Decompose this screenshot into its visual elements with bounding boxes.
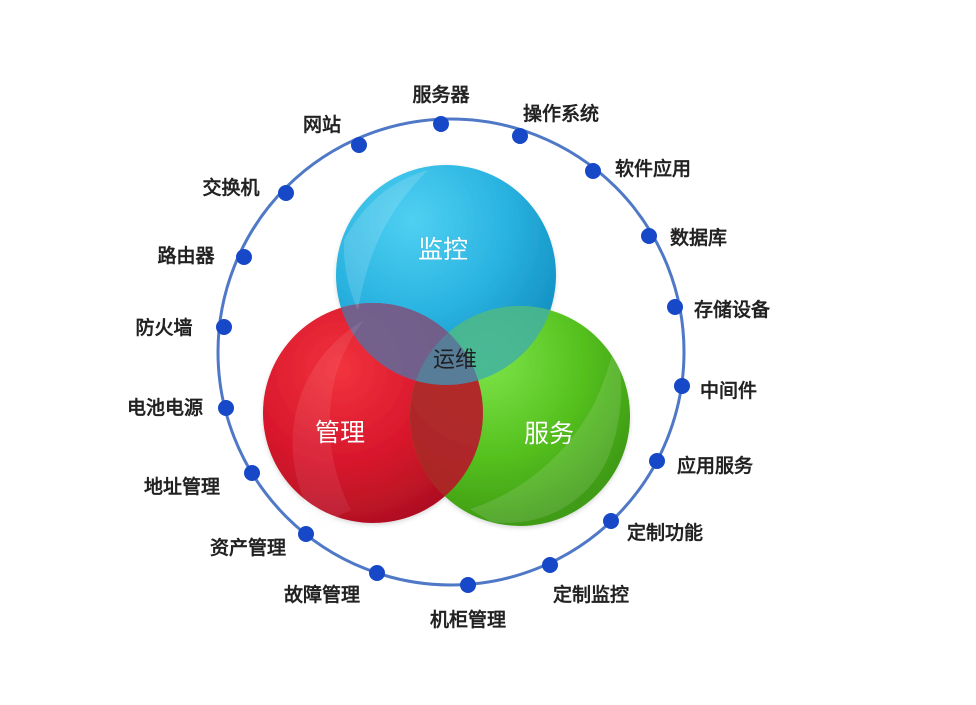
custom-monitor-marker [542, 557, 558, 573]
firewall-label: 防火墙 [135, 316, 192, 339]
database-marker [641, 228, 657, 244]
database-label: 数据库 [670, 226, 727, 249]
firewall-marker [216, 319, 232, 335]
address-management-label: 地址管理 [144, 475, 220, 498]
fault-management-marker [369, 565, 385, 581]
monitor-highlight [343, 170, 428, 310]
ops-label: 运维 [433, 348, 477, 373]
software-app-label: 软件应用 [615, 157, 691, 180]
app-service-marker [649, 453, 665, 469]
router-marker [236, 249, 252, 265]
website-marker [351, 137, 367, 153]
website-label: 网站 [303, 113, 341, 136]
overlap-center [410, 306, 483, 385]
monitor-label: 监控 [418, 235, 468, 264]
asset-management-label: 资产管理 [210, 536, 286, 559]
manage-highlight [292, 320, 364, 525]
venn-group [263, 165, 630, 526]
service-label: 服务 [524, 419, 574, 448]
service-highlight [470, 338, 622, 523]
router-label: 路由器 [157, 244, 215, 267]
battery-power-marker [218, 400, 234, 416]
switch-label: 交换机 [202, 176, 259, 199]
middleware-marker [674, 378, 690, 394]
cabinet-management-marker [460, 577, 476, 593]
node-markers [216, 116, 690, 593]
os-label: 操作系统 [523, 102, 599, 125]
asset-management-marker [298, 526, 314, 542]
os-marker [512, 128, 528, 144]
app-service-label: 应用服务 [677, 454, 754, 477]
fault-management-label: 故障管理 [284, 583, 360, 606]
storage-label: 存储设备 [694, 298, 771, 321]
custom-function-label: 定制功能 [627, 521, 703, 544]
server-label: 服务器 [412, 83, 470, 106]
switch-marker [278, 185, 294, 201]
middleware-label: 中间件 [700, 379, 757, 402]
custom-function-marker [603, 513, 619, 529]
manage-label: 管理 [315, 418, 365, 447]
address-management-marker [244, 465, 260, 481]
custom-monitor-label: 定制监控 [553, 583, 629, 606]
software-app-marker [585, 163, 601, 179]
outer-ring [216, 117, 686, 587]
server-marker [433, 116, 449, 132]
storage-marker [667, 299, 683, 315]
cabinet-management-label: 机柜管理 [430, 608, 506, 631]
battery-power-label: 电池电源 [127, 396, 203, 419]
